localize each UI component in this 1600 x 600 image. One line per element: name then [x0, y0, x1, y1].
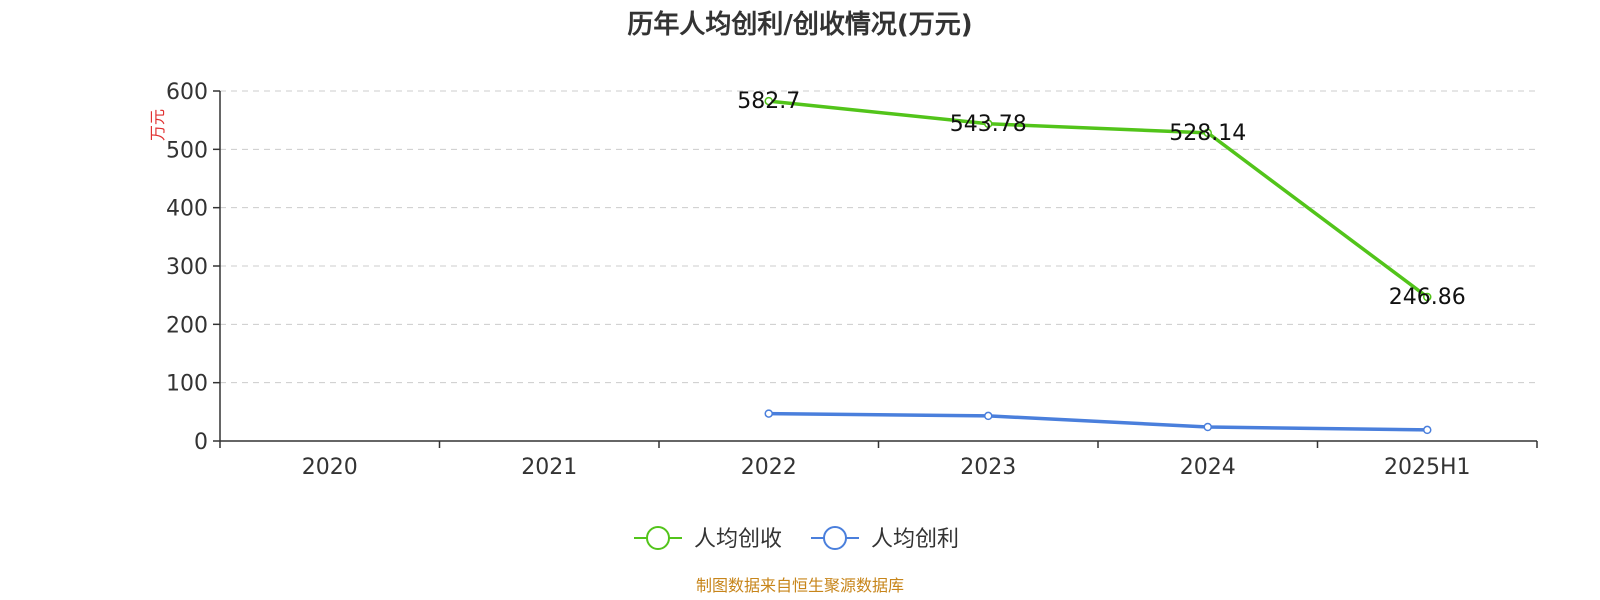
- data-point: [1203, 128, 1212, 138]
- y-tick-label: 0: [194, 430, 208, 455]
- x-tick-label: 2021: [521, 455, 577, 480]
- y-tick-label: 200: [166, 313, 208, 338]
- data-point: [764, 96, 773, 106]
- x-tick-label: 2020: [302, 455, 358, 480]
- y-axis-label: 万元: [148, 109, 167, 141]
- x-tick-label: 2024: [1180, 455, 1236, 480]
- data-point: [764, 409, 773, 418]
- data-label: 528.14: [1169, 121, 1246, 146]
- series-line: [768, 411, 1428, 432]
- data-point: [1423, 425, 1432, 435]
- data-point: [984, 411, 993, 421]
- y-tick-label: 400: [166, 197, 208, 222]
- legend-label: 人均创收: [694, 527, 782, 552]
- legend-label: 人均创利: [871, 527, 959, 552]
- data-point: [1203, 422, 1212, 432]
- legend-swatch-marker: [646, 526, 670, 550]
- data-labels: 582.7 543.78 528.14 246.86: [737, 89, 1465, 310]
- chart-title: 历年人均创利/创收情况(万元): [627, 9, 972, 40]
- y-tick-label: 300: [166, 255, 208, 280]
- x-tick-label: 2022: [741, 455, 797, 480]
- grid-lines: [220, 90, 1537, 384]
- y-tick-label: 500: [166, 138, 208, 163]
- y-tick-label: 600: [166, 80, 208, 105]
- data-point: [1423, 292, 1432, 302]
- x-tick-label: 2025H1: [1384, 455, 1471, 480]
- legend[interactable]: 人均创收 人均创利: [634, 526, 959, 552]
- data-label: 543.78: [950, 112, 1027, 137]
- data-point: [984, 119, 993, 129]
- series-lines: [764, 96, 1432, 435]
- y-tick-label: 100: [166, 372, 208, 397]
- axes: 0 100 200 300 400 500 600 2020 2021 2022 2023 2024 2…: [166, 80, 1538, 480]
- series-line: [768, 99, 1429, 299]
- source-note: 制图数据来自恒生聚源数据库: [696, 576, 904, 595]
- x-tick-label: 2023: [960, 455, 1016, 480]
- legend-swatch-marker: [823, 526, 847, 550]
- data-label: 582.7: [737, 89, 800, 114]
- data-label: 246.86: [1389, 285, 1466, 310]
